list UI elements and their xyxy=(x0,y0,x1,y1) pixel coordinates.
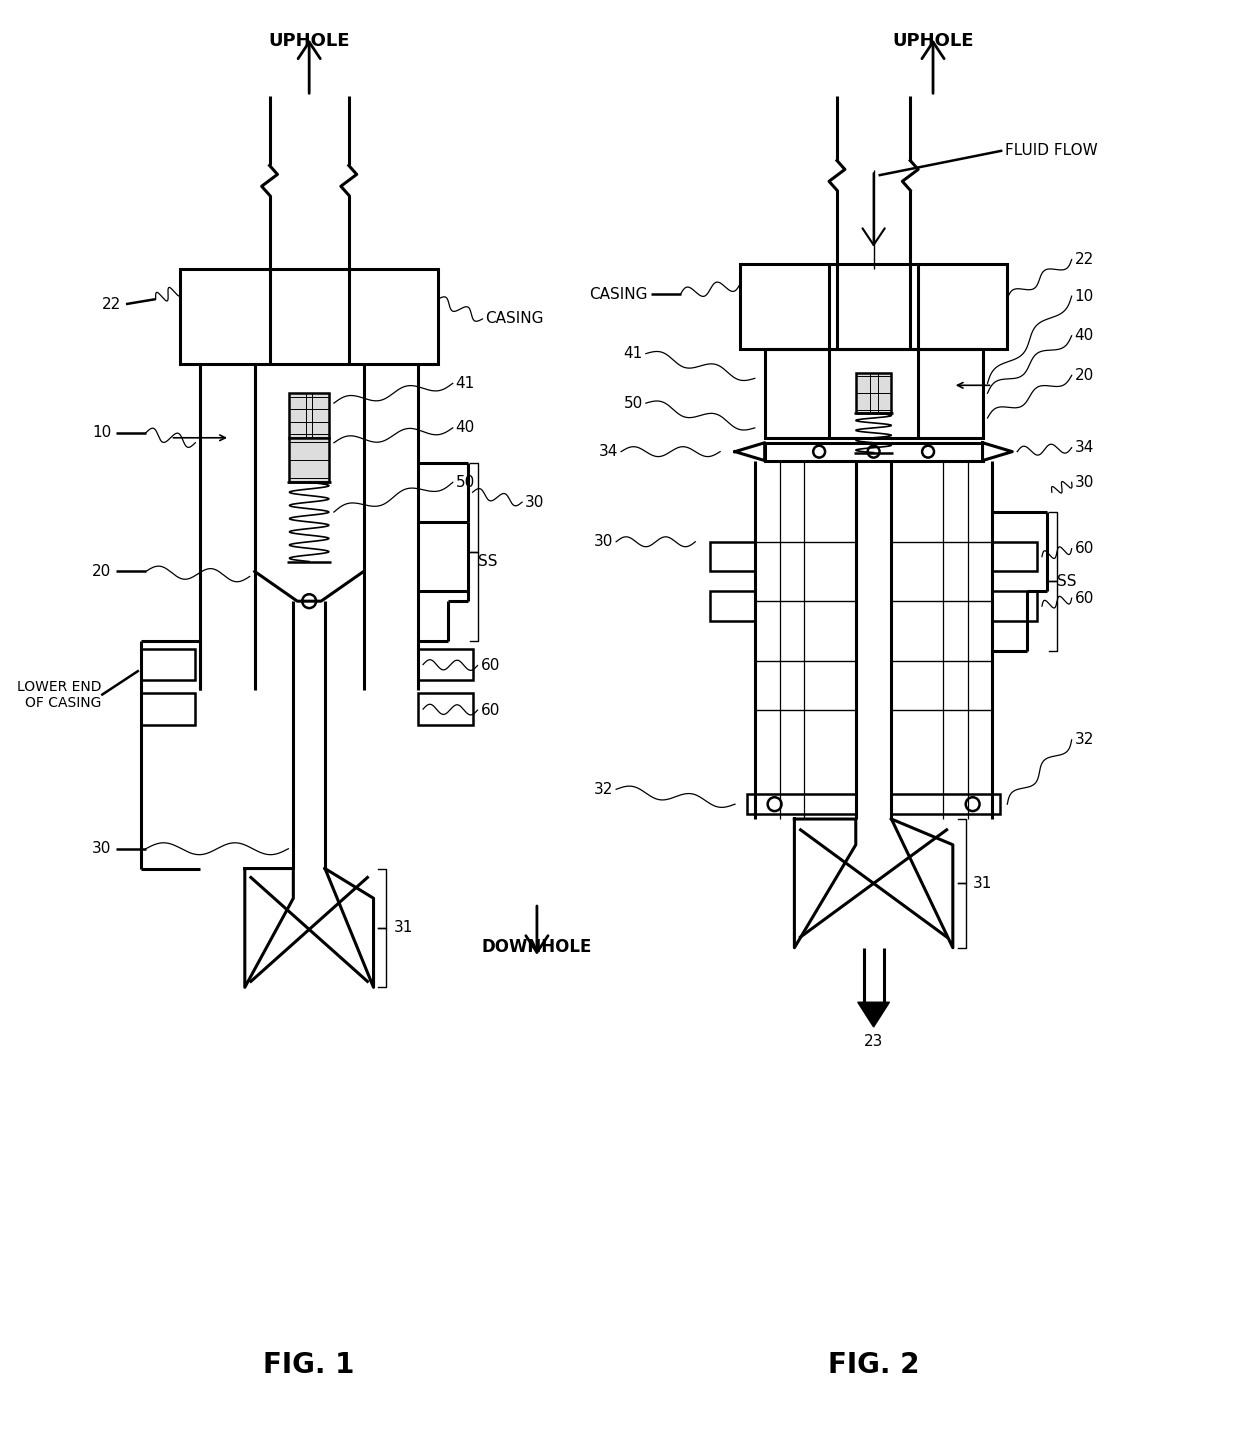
Text: 40: 40 xyxy=(456,420,475,435)
Text: 32: 32 xyxy=(594,782,613,796)
Bar xyxy=(418,648,472,680)
Polygon shape xyxy=(892,819,952,948)
Text: SS: SS xyxy=(1056,575,1076,589)
Bar xyxy=(992,592,1037,621)
Polygon shape xyxy=(795,819,856,948)
Bar xyxy=(181,269,438,363)
Text: UPHOLE: UPHOLE xyxy=(893,32,973,50)
Text: 41: 41 xyxy=(624,346,642,361)
Text: 31: 31 xyxy=(972,876,992,891)
Bar xyxy=(892,795,1001,814)
Bar xyxy=(418,693,472,724)
Polygon shape xyxy=(858,1002,889,1027)
Bar xyxy=(289,393,329,438)
Bar xyxy=(765,348,982,438)
Text: CASING: CASING xyxy=(485,311,544,327)
Text: 22: 22 xyxy=(1075,252,1094,266)
Text: 30: 30 xyxy=(1075,475,1094,490)
Bar xyxy=(746,795,856,814)
Bar xyxy=(141,648,195,680)
Polygon shape xyxy=(982,442,1012,461)
Text: 20: 20 xyxy=(92,564,112,579)
Text: 10: 10 xyxy=(92,425,112,441)
Text: SS: SS xyxy=(477,554,497,569)
Bar xyxy=(992,541,1037,572)
Text: 41: 41 xyxy=(456,376,475,390)
Text: DOWNHOLE: DOWNHOLE xyxy=(482,937,593,956)
Text: CASING: CASING xyxy=(589,287,647,302)
Text: FIG. 2: FIG. 2 xyxy=(828,1351,919,1378)
Bar xyxy=(740,265,1007,348)
Bar xyxy=(856,373,892,413)
Text: 60: 60 xyxy=(1075,590,1094,606)
Text: 60: 60 xyxy=(1075,541,1094,556)
Text: 22: 22 xyxy=(102,297,122,311)
Text: LOWER END
OF CASING: LOWER END OF CASING xyxy=(16,680,102,710)
Bar xyxy=(711,541,755,572)
Text: FLUID FLOW: FLUID FLOW xyxy=(1006,143,1099,158)
Polygon shape xyxy=(244,868,294,988)
Text: 60: 60 xyxy=(480,703,500,717)
Polygon shape xyxy=(735,442,765,461)
Bar xyxy=(765,442,982,461)
Text: 30: 30 xyxy=(594,534,613,549)
Text: 50: 50 xyxy=(624,396,642,410)
Text: 60: 60 xyxy=(480,658,500,672)
Text: 23: 23 xyxy=(864,1034,883,1050)
Text: 34: 34 xyxy=(599,444,618,459)
Bar xyxy=(289,438,329,482)
Polygon shape xyxy=(325,868,373,988)
Bar xyxy=(711,592,755,621)
Bar xyxy=(141,693,195,724)
Text: 20: 20 xyxy=(1075,367,1094,383)
Text: 34: 34 xyxy=(1075,441,1094,455)
Text: FIG. 1: FIG. 1 xyxy=(263,1351,355,1378)
Text: 10: 10 xyxy=(1075,288,1094,304)
Text: 40: 40 xyxy=(1075,328,1094,343)
Text: 32: 32 xyxy=(1075,733,1094,747)
Text: 30: 30 xyxy=(92,841,112,857)
Text: 50: 50 xyxy=(456,475,475,490)
Text: UPHOLE: UPHOLE xyxy=(268,32,350,50)
Text: 30: 30 xyxy=(525,495,544,510)
Text: 31: 31 xyxy=(393,920,413,936)
